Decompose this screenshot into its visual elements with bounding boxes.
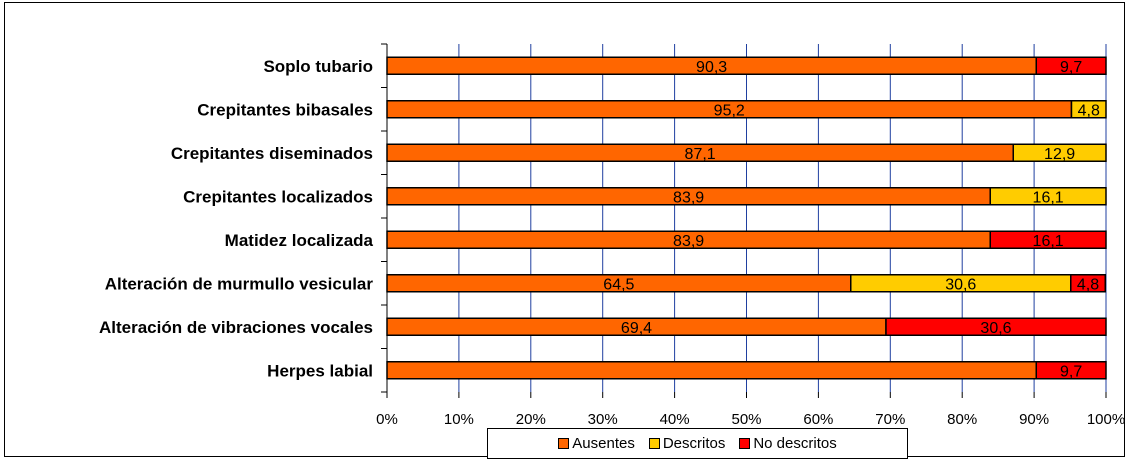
data-label: 9,7 [1060, 363, 1082, 380]
data-label: 30,6 [980, 320, 1011, 337]
data-label: 16,1 [1033, 233, 1064, 250]
category-label: Crepitantes localizados [183, 187, 373, 206]
legend-swatch [648, 438, 660, 449]
data-label: 30,6 [945, 276, 976, 293]
data-label: 64,5 [603, 276, 634, 293]
category-label: Crepitantes diseminados [171, 144, 373, 163]
x-tick-label: 10% [444, 411, 474, 428]
x-tick-label: 50% [731, 411, 761, 428]
data-label: 83,9 [673, 189, 704, 206]
bar-segment-no-descritos [1070, 274, 1107, 293]
data-label: 9,7 [1060, 59, 1082, 76]
chart-frame [4, 2, 1125, 457]
legend-label: No descritos [753, 435, 837, 452]
data-label: 4,8 [1077, 276, 1099, 293]
x-tick-label: 100% [1087, 411, 1125, 428]
x-tick-label: 90% [1019, 411, 1049, 428]
category-label: Alteración de murmullo vesicular [105, 274, 374, 293]
category-label: Crepitantes bibasales [197, 100, 373, 119]
bar-segment-no-descritos [885, 317, 1107, 336]
x-tick-label: 80% [947, 411, 977, 428]
legend-item: Descritos [648, 435, 726, 452]
x-tick-label: 0% [376, 411, 398, 428]
bar-segment-no-descritos [1035, 56, 1107, 75]
data-label: 90,3 [696, 59, 727, 76]
data-label: 16,1 [1033, 189, 1064, 206]
x-tick-label: 20% [516, 411, 546, 428]
data-label: 95,2 [714, 102, 745, 119]
bar-segment-descritos [1070, 100, 1107, 119]
data-label: 4,8 [1078, 102, 1100, 119]
bar-segment-descritos [989, 187, 1107, 206]
bar-segment-ausentes [386, 361, 1038, 380]
x-tick-label: 60% [803, 411, 833, 428]
legend-swatch [558, 438, 570, 449]
category-label: Soplo tubario [263, 57, 373, 76]
legend-label: Ausentes [572, 435, 635, 452]
legend-item: Ausentes [558, 435, 635, 452]
bar-segment-no-descritos [1035, 361, 1107, 380]
category-label: Matidez localizada [225, 231, 374, 250]
data-label: 12,9 [1044, 146, 1075, 163]
chart-legend: Ausentes Descritos No descritos [487, 428, 908, 459]
bar-segment-descritos [1012, 143, 1107, 162]
legend-item: No descritos [739, 435, 837, 452]
data-label: 87,1 [685, 146, 716, 163]
x-tick-label: 40% [660, 411, 690, 428]
legend-label: Descritos [662, 435, 726, 452]
bar-segment-no-descritos [989, 230, 1107, 249]
category-label: Herpes labial [267, 361, 373, 380]
x-tick-label: 30% [588, 411, 618, 428]
data-label: 69,4 [621, 320, 652, 337]
legend-swatch [739, 438, 751, 449]
data-label: 83,9 [673, 233, 704, 250]
category-label: Alteración de vibraciones vocales [99, 318, 373, 337]
x-tick-label: 70% [875, 411, 905, 428]
